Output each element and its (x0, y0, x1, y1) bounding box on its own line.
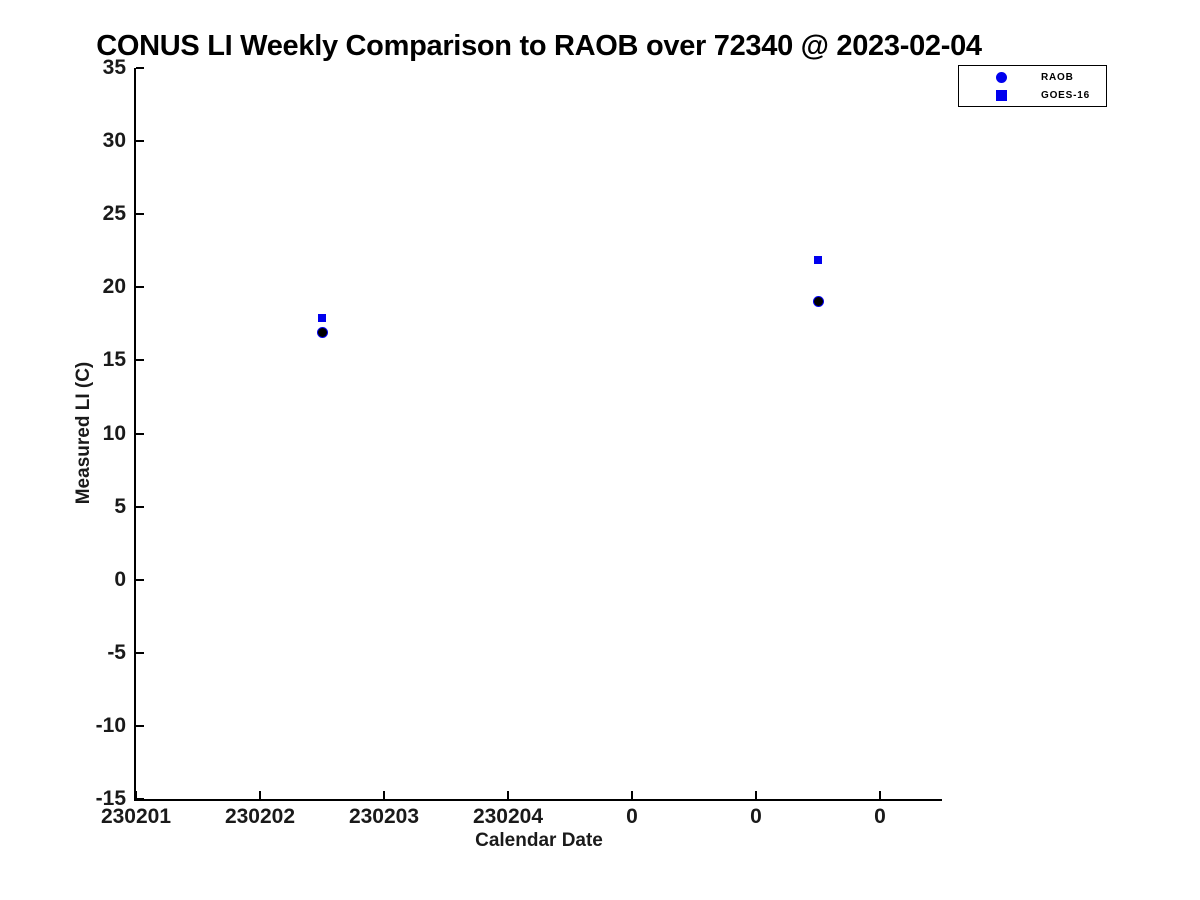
legend-label: RAOB (1041, 71, 1074, 83)
x-tick-label: 0 (874, 805, 886, 828)
y-tick-label: 20 (102, 275, 126, 299)
y-axis-label: Measured LI (C) (73, 361, 94, 505)
x-tick-mark (259, 791, 261, 799)
y-tick-mark (136, 578, 144, 581)
raob-marker-icon (996, 71, 1007, 83)
legend-label: GOES-16 (1041, 89, 1090, 101)
x-tick-mark (755, 791, 757, 799)
x-axis-label: Calendar Date (475, 830, 603, 851)
x-tick-label: 230202 (224, 805, 296, 828)
y-axis-spine (134, 68, 136, 801)
goes-16-data-point (814, 255, 822, 264)
y-tick-mark (136, 505, 144, 508)
y-tick-mark (136, 286, 144, 289)
x-tick-mark (135, 791, 137, 799)
y-tick-label: 5 (114, 494, 126, 518)
chart-title: CONUS LI Weekly Comparison to RAOB over … (96, 30, 982, 62)
y-tick-mark (136, 359, 144, 362)
y-tick-label: 35 (102, 56, 126, 79)
y-tick-label: 15 (102, 348, 126, 372)
y-tick-label: 25 (102, 202, 126, 226)
x-tick-mark (879, 791, 881, 799)
y-tick-mark (136, 798, 144, 800)
y-tick-mark (136, 724, 144, 727)
y-tick-label: -5 (107, 640, 126, 664)
y-tick-mark (136, 651, 144, 654)
raob-data-point (316, 327, 328, 339)
raob-data-point (812, 296, 824, 308)
goes-16-marker-icon (996, 89, 1007, 101)
x-tick-mark (383, 791, 385, 799)
legend: RAOB GOES-16 (958, 65, 1107, 107)
x-tick-mark (507, 791, 509, 799)
goes-16-data-point (318, 314, 326, 322)
y-tick-mark (136, 67, 144, 69)
y-tick-mark (136, 213, 144, 216)
x-tick-mark (631, 791, 633, 799)
y-tick-label: 30 (102, 129, 126, 153)
x-axis-spine (134, 799, 942, 801)
y-tick-label: -15 (95, 787, 126, 810)
x-tick-label: 230204 (472, 805, 544, 828)
y-tick-mark (136, 140, 144, 143)
x-tick-label: 0 (626, 805, 638, 828)
y-tick-label: -10 (95, 713, 126, 737)
legend-entry-raob: RAOB (959, 70, 1106, 85)
y-tick-mark (136, 432, 144, 435)
x-tick-label: 230203 (348, 805, 420, 828)
y-tick-label: 10 (102, 421, 126, 445)
legend-entry-goes-16: GOES-16 (959, 88, 1106, 103)
y-tick-label: 0 (114, 567, 126, 591)
x-tick-label: 0 (750, 805, 762, 828)
x-tick-label: 230201 (100, 805, 172, 828)
